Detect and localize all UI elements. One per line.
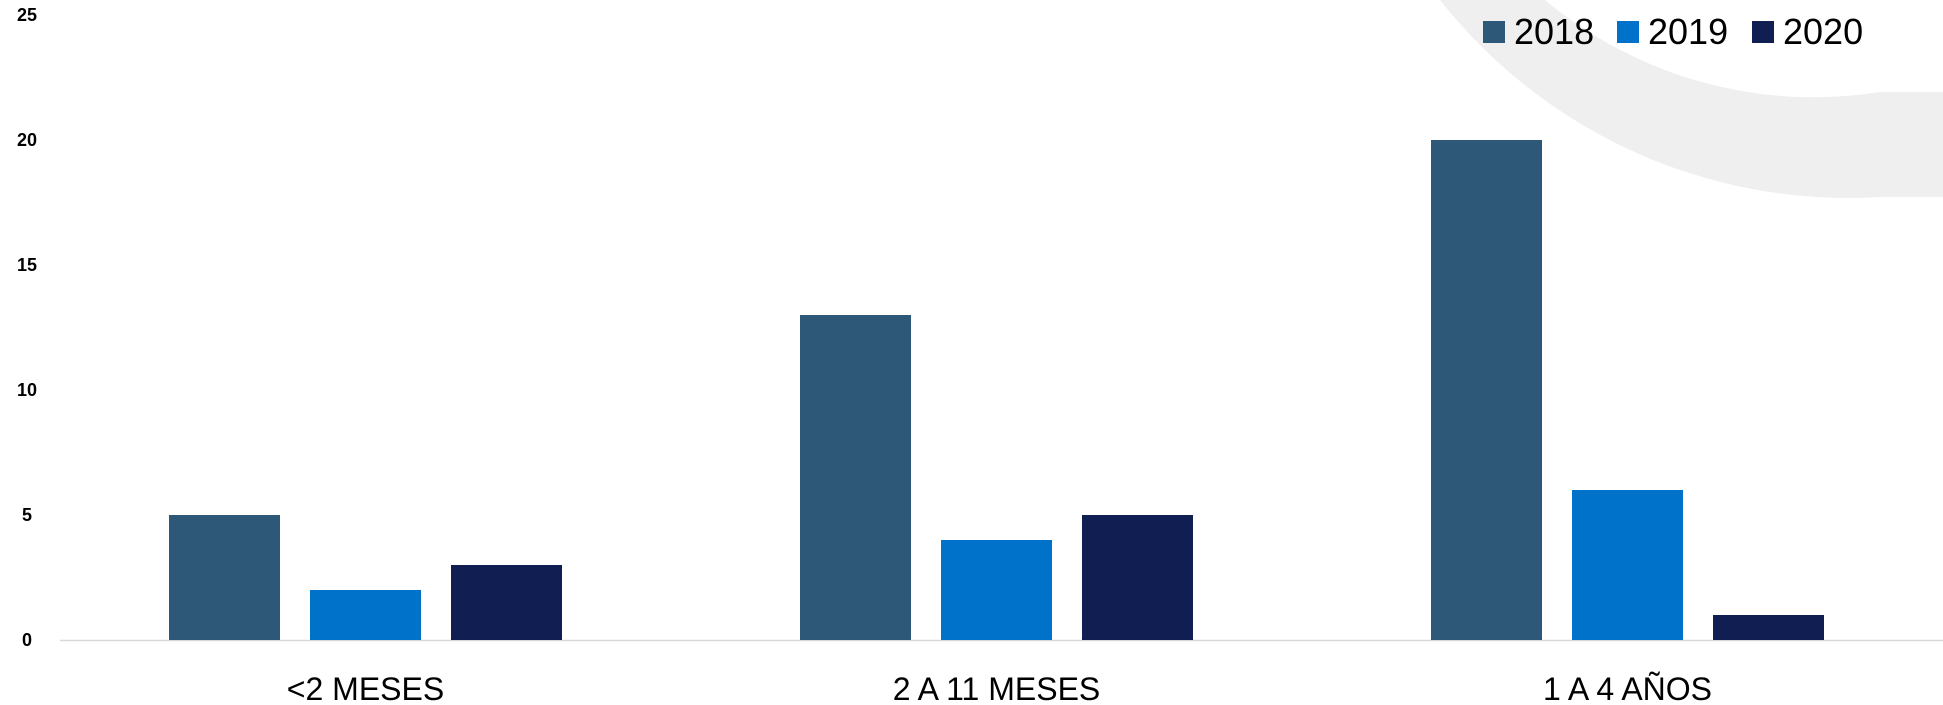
legend-swatch-2018 [1483,21,1505,43]
bar-2019-0 [310,590,421,640]
y-tick-label: 10 [17,380,37,400]
legend-label-2019: 2019 [1648,11,1728,52]
bar-2019-1 [941,540,1052,640]
bar-2020-2 [1713,615,1824,640]
background-decoration [1440,0,1943,198]
x-category-label: 2 A 11 MESES [893,671,1101,705]
bar-2018-1 [800,315,911,640]
y-tick-label: 20 [17,130,37,150]
x-category-label: 1 A 4 AÑOS [1543,671,1712,705]
bar-2018-2 [1431,140,1542,640]
y-axis: 0 5 10 15 20 25 [17,5,1943,650]
legend: 2018 2019 2020 [1483,11,1863,52]
x-axis-labels: <2 MESES 2 A 11 MESES 1 A 4 AÑOS [287,671,1712,705]
x-category-label: <2 MESES [287,671,444,705]
y-tick-label: 25 [17,5,37,25]
bar-2020-0 [451,565,562,640]
y-tick-label: 0 [22,630,32,650]
legend-label-2018: 2018 [1514,11,1594,52]
bar-2018-0 [169,515,280,640]
decoration-arc-inner [1545,0,1943,98]
legend-swatch-2019 [1617,21,1639,43]
bars [169,140,1824,640]
legend-label-2020: 2020 [1783,11,1863,52]
y-tick-label: 5 [22,505,32,525]
bar-2019-2 [1572,490,1683,640]
bar-2020-1 [1082,515,1193,640]
legend-swatch-2020 [1752,21,1774,43]
y-tick-label: 15 [17,255,37,275]
